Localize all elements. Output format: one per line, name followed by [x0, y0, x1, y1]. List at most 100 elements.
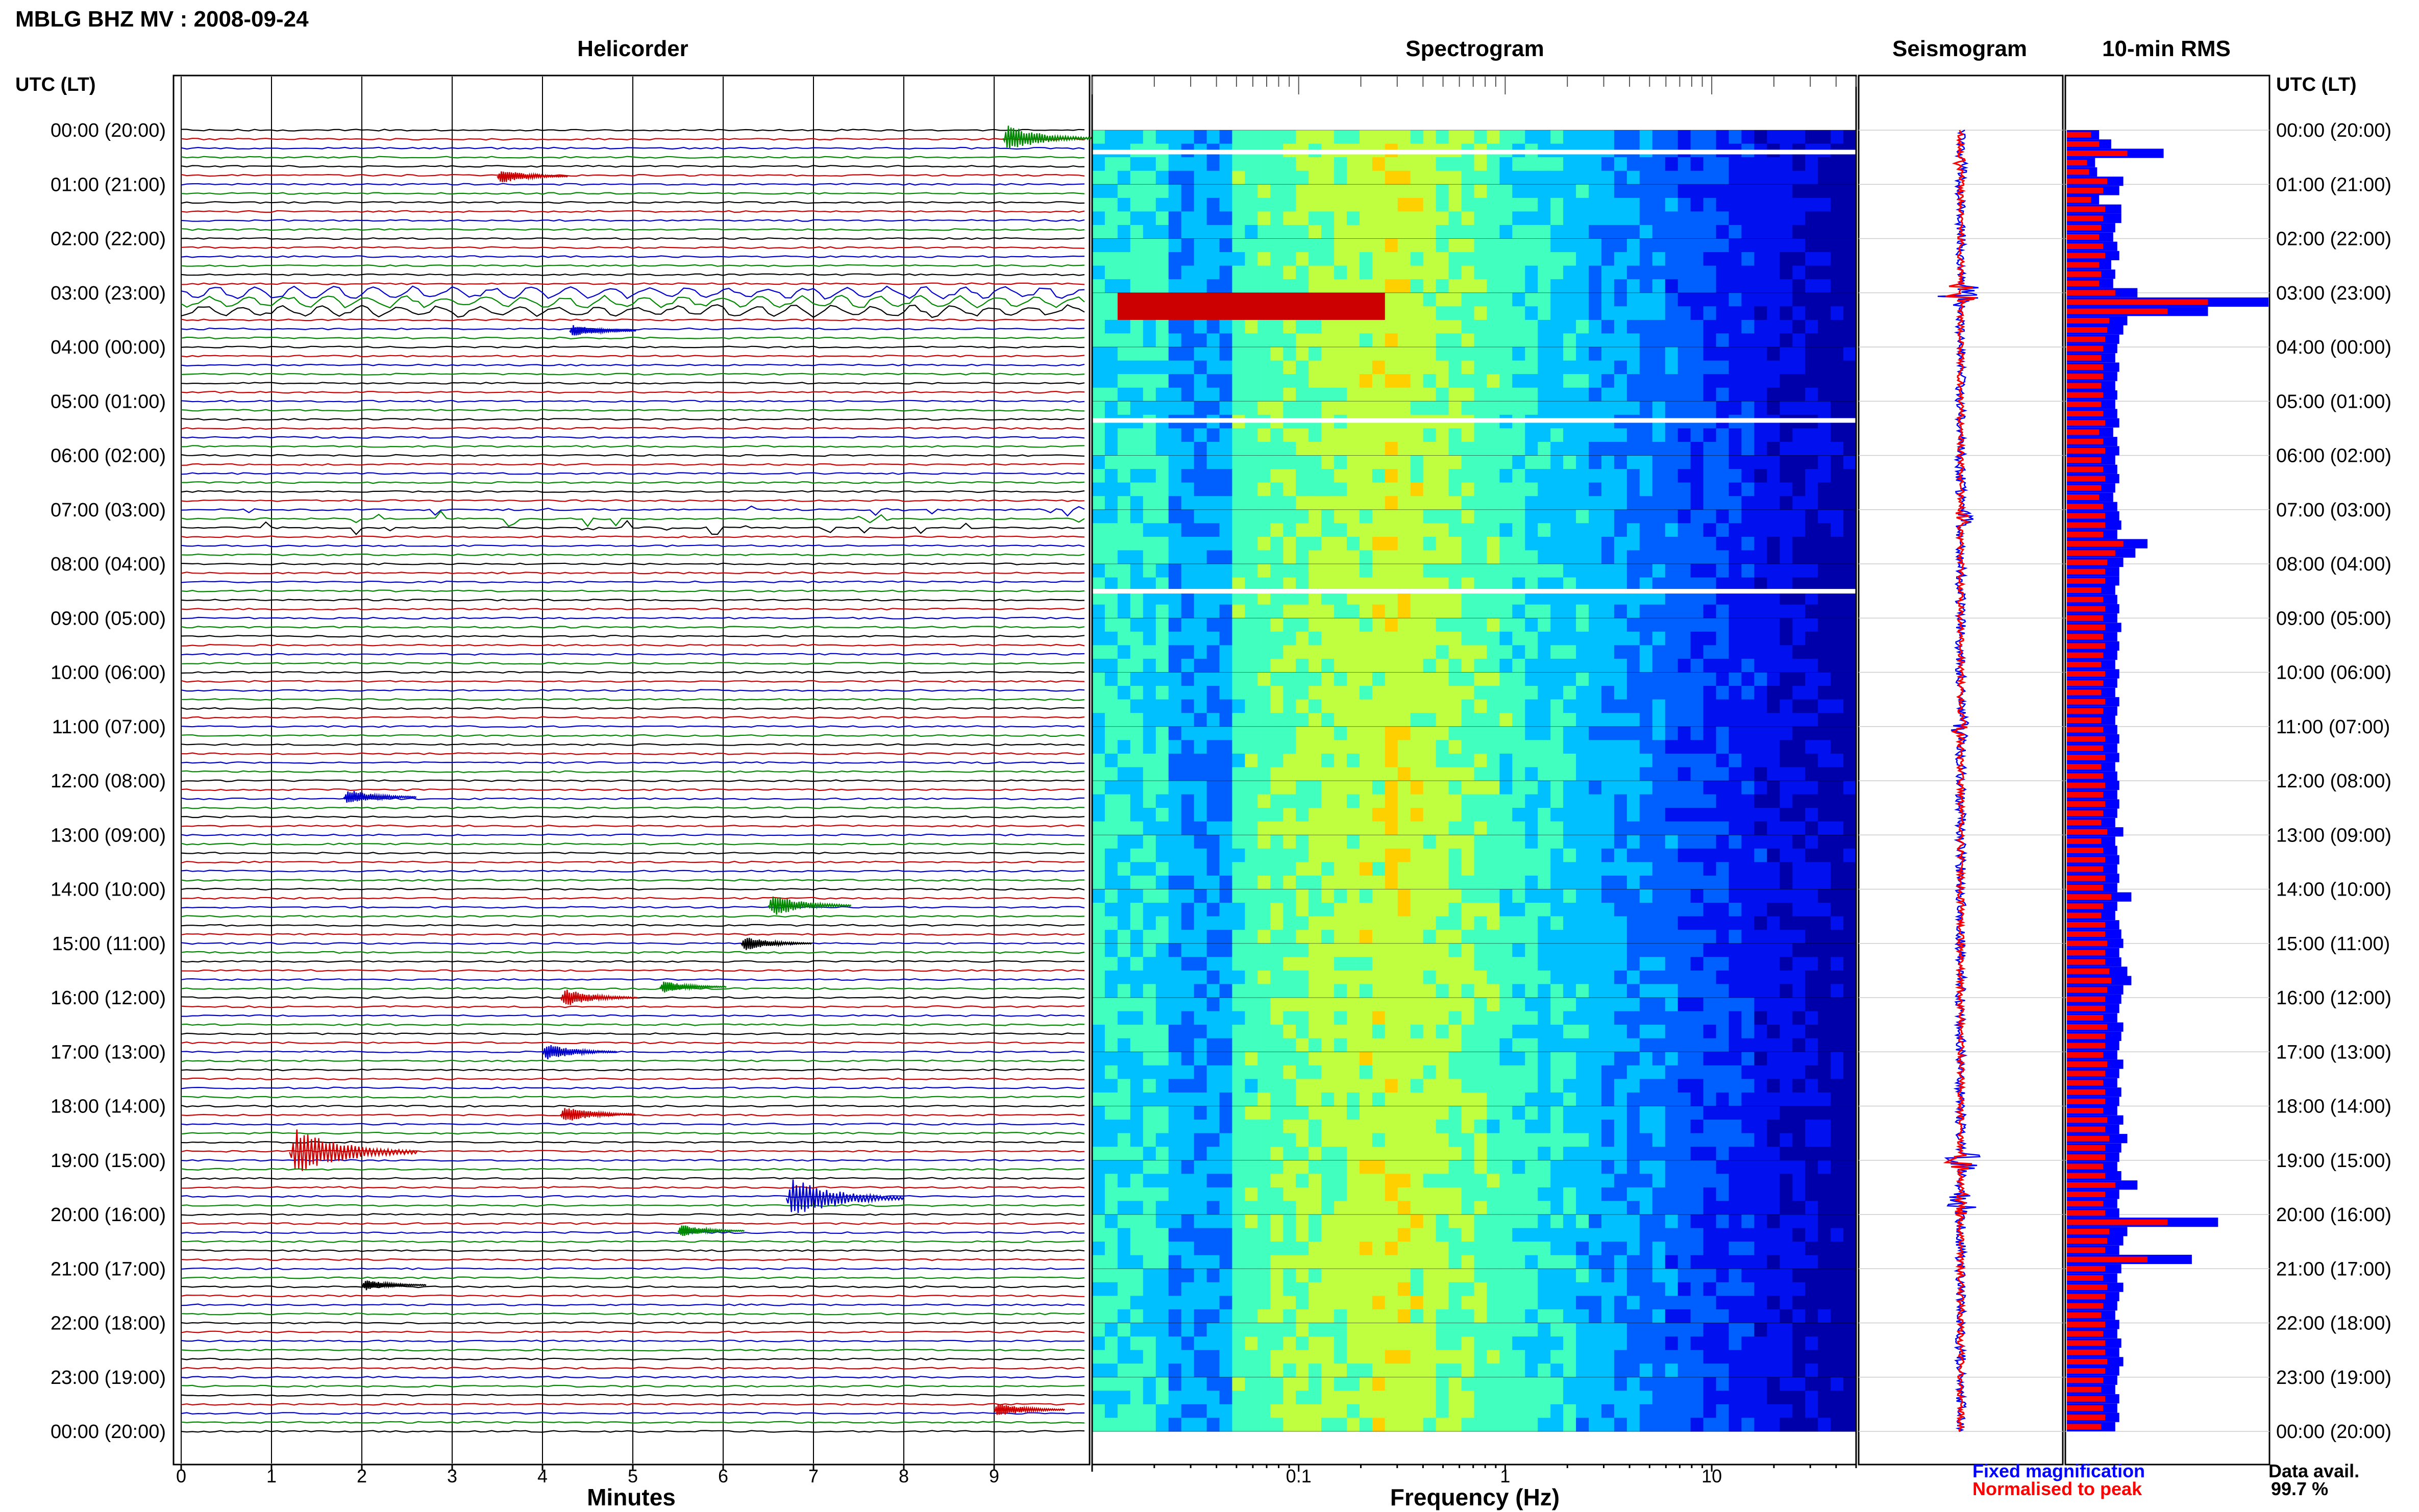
spectrogram-cell: [1257, 916, 1271, 930]
spectrogram-cell: [1155, 509, 1169, 524]
spectrogram-cell: [1168, 306, 1182, 320]
spectrogram-cell: [1461, 306, 1475, 320]
helicorder-tick-label: 8: [899, 1466, 909, 1486]
spectrogram-cell: [1639, 713, 1653, 727]
spectrogram-cell: [1359, 794, 1373, 808]
spectrogram-cell: [1321, 482, 1335, 497]
spectrogram-cell: [1181, 225, 1195, 239]
spectrogram-cell: [1818, 157, 1831, 171]
spectrogram-cell: [1780, 157, 1793, 171]
spectrogram-cell: [1550, 658, 1564, 673]
spectrogram-cell: [1219, 1079, 1233, 1093]
time-label-left: 18:00 (14:00): [51, 1096, 166, 1118]
spectrogram-cell: [1334, 374, 1347, 388]
spectrogram-cell: [1563, 455, 1576, 469]
spectrogram-cell: [1181, 604, 1195, 618]
spectrogram-cell: [1576, 889, 1589, 903]
spectrogram-cell: [1257, 889, 1271, 903]
spectrogram-cell: [1410, 1025, 1424, 1039]
spectrogram-cell: [1703, 699, 1717, 713]
spectrogram-cell: [1372, 604, 1386, 618]
spectrogram-cell: [1550, 943, 1564, 957]
spectrogram-cell: [1104, 740, 1118, 754]
spectrogram-cell: [1155, 441, 1169, 456]
spectrogram-cell: [1461, 333, 1475, 348]
spectrogram-cell: [1385, 930, 1398, 944]
spectrogram-cell: [1436, 197, 1449, 212]
spectrogram-cell: [1372, 1174, 1386, 1188]
spectrogram-cell: [1652, 1120, 1666, 1134]
spectrogram-cell: [1359, 1092, 1373, 1107]
spectrogram-cell: [1576, 360, 1589, 375]
spectrogram-cell: [1194, 360, 1207, 375]
spectrogram-cell: [1257, 130, 1271, 144]
spectrogram-cell: [1104, 1133, 1118, 1147]
spectrogram-cell: [1347, 157, 1360, 171]
spectrogram-cell: [1270, 631, 1283, 646]
spectrogram-cell: [1512, 930, 1525, 944]
spectrogram-cell: [1219, 726, 1233, 740]
spectrogram-cell: [1372, 550, 1386, 564]
spectrogram-cell: [1372, 319, 1386, 334]
spectrogram-cell: [1296, 699, 1309, 713]
spectrogram-cell: [1805, 957, 1818, 971]
spectrogram-cell: [1677, 753, 1691, 768]
spectrogram-cell: [1780, 631, 1793, 646]
spectrogram-cell: [1589, 808, 1602, 822]
spectrogram-cell: [1550, 916, 1564, 930]
spectrogram-cell: [1626, 808, 1640, 822]
spectrogram-cell: [1780, 686, 1793, 700]
spectrogram-cell: [1474, 862, 1488, 876]
spectrogram-cell: [1461, 319, 1475, 334]
spectrogram-cell: [1359, 252, 1373, 266]
spectrogram-cell: [1614, 157, 1627, 171]
spectrogram-cell: [1818, 197, 1831, 212]
spectrogram-cell: [1690, 197, 1704, 212]
spectrogram-cell: [1257, 401, 1271, 415]
spectrogram-cell: [1245, 726, 1258, 740]
spectrogram-cell: [1130, 1011, 1144, 1025]
spectrogram-cell: [1512, 848, 1525, 862]
spectrogram-cell: [1665, 1133, 1679, 1147]
helicorder-trace: [181, 761, 1085, 764]
spectrogram-cell: [1614, 998, 1627, 1012]
spectrogram-cell: [1703, 211, 1717, 226]
spectrogram-cell: [1130, 333, 1144, 348]
spectrogram-cell: [1194, 1160, 1207, 1174]
spectrogram-cell: [1168, 1038, 1182, 1052]
spectrogram-cell: [1601, 170, 1615, 185]
spectrogram-cell: [1499, 903, 1513, 917]
spectrogram-cell: [1397, 428, 1411, 442]
spectrogram-cell: [1767, 238, 1780, 253]
spectrogram-cell: [1104, 1160, 1118, 1174]
spectrogram-cell: [1652, 903, 1666, 917]
helicorder-trace: [181, 129, 1085, 132]
spectrogram-cell: [1232, 699, 1245, 713]
spectrogram-cell: [1652, 767, 1666, 781]
spectrogram-cell: [1232, 1106, 1245, 1120]
spectrogram-cell: [1168, 740, 1182, 754]
spectrogram-cell: [1652, 252, 1666, 266]
spectrogram-cell: [1792, 130, 1806, 144]
spectrogram-cell: [1589, 130, 1602, 144]
spectrogram-cell: [1385, 306, 1398, 320]
spectrogram-cell: [1690, 862, 1704, 876]
spectrogram-cell: [1716, 509, 1730, 524]
spectrogram-cell: [1334, 753, 1347, 768]
spectrogram-cell: [1397, 943, 1411, 957]
spectrogram-cell: [1232, 1038, 1245, 1052]
spectrogram-cell: [1690, 875, 1704, 890]
spectrogram-cell: [1831, 1092, 1844, 1107]
spectrogram-cell: [1359, 916, 1373, 930]
spectrogram-cell: [1677, 808, 1691, 822]
spectrogram-cell: [1639, 428, 1653, 442]
spectrogram-cell: [1652, 848, 1666, 862]
spectrogram-cell: [1792, 1174, 1806, 1188]
spectrogram-cell: [1155, 794, 1169, 808]
spectrogram-cell: [1690, 184, 1704, 199]
spectrogram-cell: [1818, 808, 1831, 822]
spectrogram-cell: [1512, 536, 1525, 551]
spectrogram-cell: [1359, 1011, 1373, 1025]
spectrogram-cell: [1843, 265, 1857, 280]
spectrogram-cell: [1397, 157, 1411, 171]
